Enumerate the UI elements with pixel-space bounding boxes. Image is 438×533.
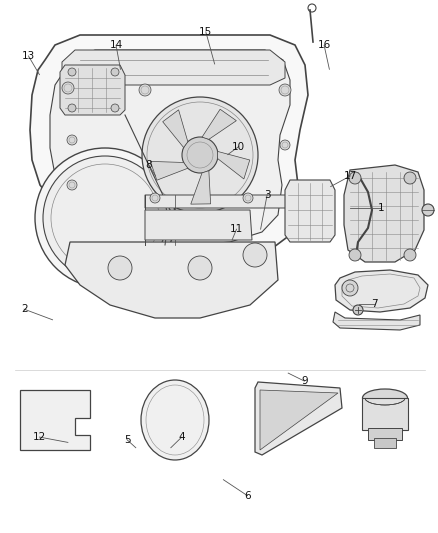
Polygon shape: [145, 210, 252, 240]
Polygon shape: [344, 165, 424, 262]
Polygon shape: [62, 50, 285, 85]
Polygon shape: [260, 390, 338, 450]
Text: 8: 8: [145, 160, 152, 170]
Circle shape: [182, 137, 218, 173]
Circle shape: [243, 193, 253, 203]
Polygon shape: [65, 242, 278, 318]
Circle shape: [67, 180, 77, 190]
Polygon shape: [191, 171, 211, 204]
Circle shape: [139, 84, 151, 96]
Polygon shape: [374, 438, 396, 448]
Circle shape: [422, 204, 434, 216]
Circle shape: [111, 68, 119, 76]
Circle shape: [404, 172, 416, 184]
Text: 2: 2: [21, 304, 28, 314]
Circle shape: [243, 243, 267, 267]
Polygon shape: [150, 161, 188, 180]
Text: 17: 17: [344, 171, 357, 181]
Text: 7: 7: [371, 299, 378, 309]
Circle shape: [150, 193, 160, 203]
Text: 6: 6: [244, 491, 251, 500]
Polygon shape: [362, 398, 408, 430]
Circle shape: [404, 249, 416, 261]
Circle shape: [108, 256, 132, 280]
Text: 11: 11: [230, 224, 243, 234]
Polygon shape: [162, 110, 188, 148]
Text: 10: 10: [232, 142, 245, 151]
Text: 4: 4: [178, 432, 185, 442]
Text: 3: 3: [264, 190, 271, 199]
Circle shape: [62, 82, 74, 94]
Circle shape: [349, 249, 361, 261]
Circle shape: [68, 68, 76, 76]
Polygon shape: [368, 428, 402, 440]
Text: 1: 1: [378, 203, 385, 213]
Polygon shape: [50, 50, 290, 245]
Polygon shape: [202, 109, 237, 139]
Text: 15: 15: [199, 27, 212, 37]
Polygon shape: [255, 382, 342, 455]
Circle shape: [342, 280, 358, 296]
Text: 12: 12: [33, 432, 46, 442]
Circle shape: [353, 305, 363, 315]
Ellipse shape: [363, 389, 407, 407]
Polygon shape: [60, 65, 125, 115]
Text: 9: 9: [301, 376, 308, 386]
Text: 13: 13: [22, 51, 35, 61]
Polygon shape: [335, 270, 428, 312]
Polygon shape: [30, 35, 308, 260]
Text: 16: 16: [318, 41, 331, 50]
Text: 5: 5: [124, 435, 131, 445]
Circle shape: [280, 140, 290, 150]
Polygon shape: [20, 390, 90, 450]
Ellipse shape: [141, 380, 209, 460]
Circle shape: [111, 104, 119, 112]
Circle shape: [67, 135, 77, 145]
Polygon shape: [145, 195, 292, 208]
Circle shape: [68, 104, 76, 112]
Circle shape: [349, 172, 361, 184]
Polygon shape: [218, 151, 250, 179]
Circle shape: [43, 156, 167, 280]
Polygon shape: [333, 312, 420, 330]
Circle shape: [35, 148, 175, 288]
Text: 14: 14: [110, 41, 123, 50]
Circle shape: [188, 256, 212, 280]
Polygon shape: [285, 180, 335, 242]
Circle shape: [142, 97, 258, 213]
Circle shape: [279, 84, 291, 96]
